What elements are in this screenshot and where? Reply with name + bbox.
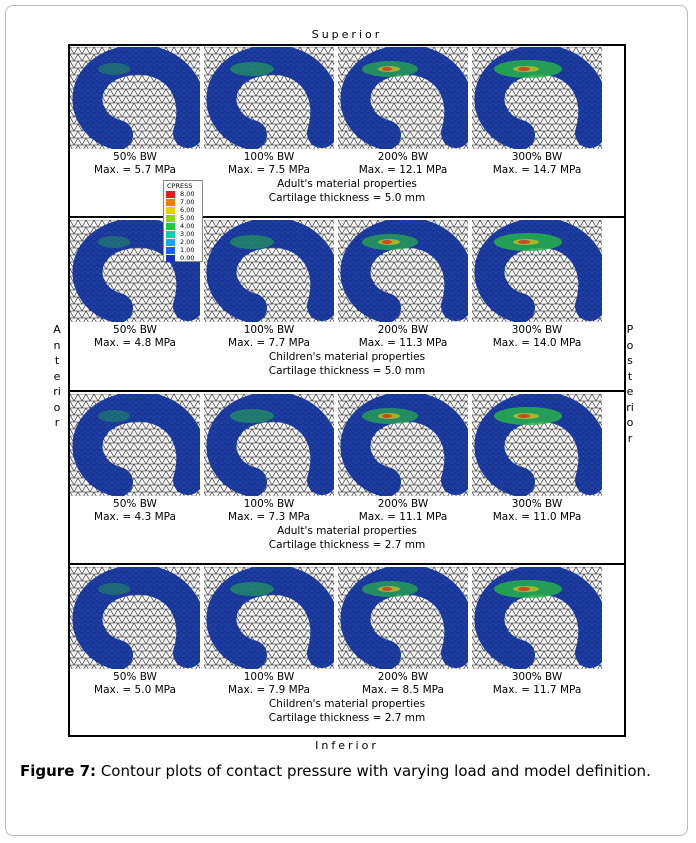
superior-label: Superior bbox=[311, 28, 383, 41]
legend-title: CPRESS bbox=[167, 182, 193, 190]
legend-swatch bbox=[166, 206, 175, 214]
contour-plot bbox=[472, 47, 602, 149]
contour-plot bbox=[70, 393, 200, 496]
material-label: Children's material properties bbox=[268, 351, 426, 364]
inferior-label: Inferior bbox=[315, 739, 379, 752]
legend-swatch bbox=[166, 246, 175, 254]
material-label: Adult's material properties bbox=[277, 178, 417, 190]
load-label: 300% BW bbox=[511, 151, 563, 163]
caption: Figure 7: Contour plots of contact press… bbox=[20, 762, 675, 781]
caption-label: Figure 7: bbox=[20, 762, 97, 780]
thickness-label: Cartilage thickness = 5.0 mm bbox=[268, 192, 426, 204]
load-label: 50% BW bbox=[113, 497, 157, 510]
max-pressure: Max. = 8.5 MPa bbox=[362, 683, 444, 696]
load-label: 300% BW bbox=[511, 670, 563, 683]
max-pressure: Max. = 4.8 MPa bbox=[94, 337, 176, 350]
contour-plot bbox=[204, 393, 334, 496]
contour-plot bbox=[338, 220, 468, 323]
legend-value: 7.00 bbox=[180, 198, 195, 206]
legend-value: 1.00 bbox=[180, 246, 195, 254]
load-label: 100% BW bbox=[243, 670, 295, 683]
thickness-label: Cartilage thickness = 2.7 mm bbox=[268, 538, 426, 551]
material-label: Children's material properties bbox=[268, 697, 426, 710]
legend-swatch bbox=[166, 254, 175, 262]
legend-swatch bbox=[166, 190, 175, 198]
legend-swatch bbox=[166, 222, 175, 230]
legend-swatch bbox=[166, 214, 175, 222]
legend-entry: 6.00 bbox=[164, 206, 202, 214]
max-pressure: Max. = 11.0 MPa bbox=[492, 510, 582, 523]
load-label: 50% BW bbox=[113, 324, 157, 337]
row-separator bbox=[68, 216, 626, 219]
load-label: 200% BW bbox=[377, 497, 429, 510]
load-label: 100% BW bbox=[243, 324, 295, 337]
legend-entry: 3.00 bbox=[164, 230, 202, 238]
legend-swatch bbox=[166, 198, 175, 206]
load-label: 50% BW bbox=[113, 670, 157, 683]
load-label: 100% BW bbox=[243, 151, 295, 163]
max-pressure: Max. = 7.7 MPa bbox=[228, 337, 310, 350]
legend-entry: 1.00 bbox=[164, 246, 202, 254]
max-pressure: Max. = 4.3 MPa bbox=[94, 510, 176, 523]
legend: CPRESS 8.00 7.00 6.00 5.00 4.00 3.00 2.00 1.00 0… bbox=[163, 180, 203, 262]
legend-swatch bbox=[166, 238, 175, 246]
legend-entry: 7.00 bbox=[164, 198, 202, 206]
contour-plot bbox=[472, 220, 602, 323]
contour-plot bbox=[338, 47, 468, 149]
max-pressure: Max. = 14.7 MPa bbox=[492, 164, 582, 176]
contour-plot bbox=[204, 220, 334, 323]
caption-text: Contour plots of contact pressure with v… bbox=[100, 762, 651, 780]
legend-value: 5.00 bbox=[180, 214, 195, 222]
anterior-label: Anterior bbox=[53, 323, 61, 429]
row-separator bbox=[68, 389, 626, 392]
load-label: 300% BW bbox=[511, 324, 563, 337]
load-label: 50% BW bbox=[113, 151, 157, 163]
legend-entry: 5.00 bbox=[164, 214, 202, 222]
legend-swatch bbox=[166, 230, 175, 238]
legend-entry: 2.00 bbox=[164, 238, 202, 246]
contour-plot bbox=[204, 47, 334, 149]
legend-value: 3.00 bbox=[180, 230, 195, 238]
figure-box bbox=[5, 5, 688, 836]
legend-value: 8.00 bbox=[180, 190, 195, 198]
load-label: 200% BW bbox=[377, 151, 429, 163]
contour-plot bbox=[338, 566, 468, 669]
material-label: Adult's material properties bbox=[277, 524, 417, 537]
max-pressure: Max. = 7.9 MPa bbox=[228, 683, 310, 696]
legend-entry: 0.00 bbox=[164, 254, 202, 262]
max-pressure: Max. = 12.1 MPa bbox=[358, 164, 448, 176]
legend-entry: 4.00 bbox=[164, 222, 202, 230]
legend-value: 4.00 bbox=[180, 222, 195, 230]
max-pressure: Max. = 11.3 MPa bbox=[358, 337, 448, 350]
max-pressure: Max. = 7.3 MPa bbox=[228, 510, 310, 523]
max-pressure: Max. = 5.7 MPa bbox=[94, 164, 176, 176]
contour-plot bbox=[472, 393, 602, 496]
contour-plot bbox=[70, 566, 200, 669]
legend-value: 2.00 bbox=[180, 238, 195, 246]
max-pressure: Max. = 5.0 MPa bbox=[94, 683, 176, 696]
legend-entry: 8.00 bbox=[164, 190, 202, 198]
contour-plot bbox=[70, 47, 200, 149]
thickness-label: Cartilage thickness = 2.7 mm bbox=[268, 711, 426, 724]
max-pressure: Max. = 11.1 MPa bbox=[358, 510, 448, 523]
max-pressure: Max. = 7.5 MPa bbox=[228, 164, 310, 176]
row-separator bbox=[68, 562, 626, 565]
legend-value: 0.00 bbox=[180, 254, 195, 262]
contour-plot bbox=[204, 566, 334, 669]
max-pressure: Max. = 14.0 MPa bbox=[492, 337, 582, 350]
posterior-label: Posterior bbox=[626, 323, 634, 445]
contour-plot bbox=[338, 393, 468, 496]
load-label: 300% BW bbox=[511, 497, 563, 510]
max-pressure: Max. = 11.7 MPa bbox=[492, 683, 582, 696]
contour-plot bbox=[472, 566, 602, 669]
thickness-label: Cartilage thickness = 5.0 mm bbox=[268, 365, 426, 378]
legend-value: 6.00 bbox=[180, 206, 195, 214]
load-label: 100% BW bbox=[243, 497, 295, 510]
load-label: 200% BW bbox=[377, 670, 429, 683]
load-label: 200% BW bbox=[377, 324, 429, 337]
